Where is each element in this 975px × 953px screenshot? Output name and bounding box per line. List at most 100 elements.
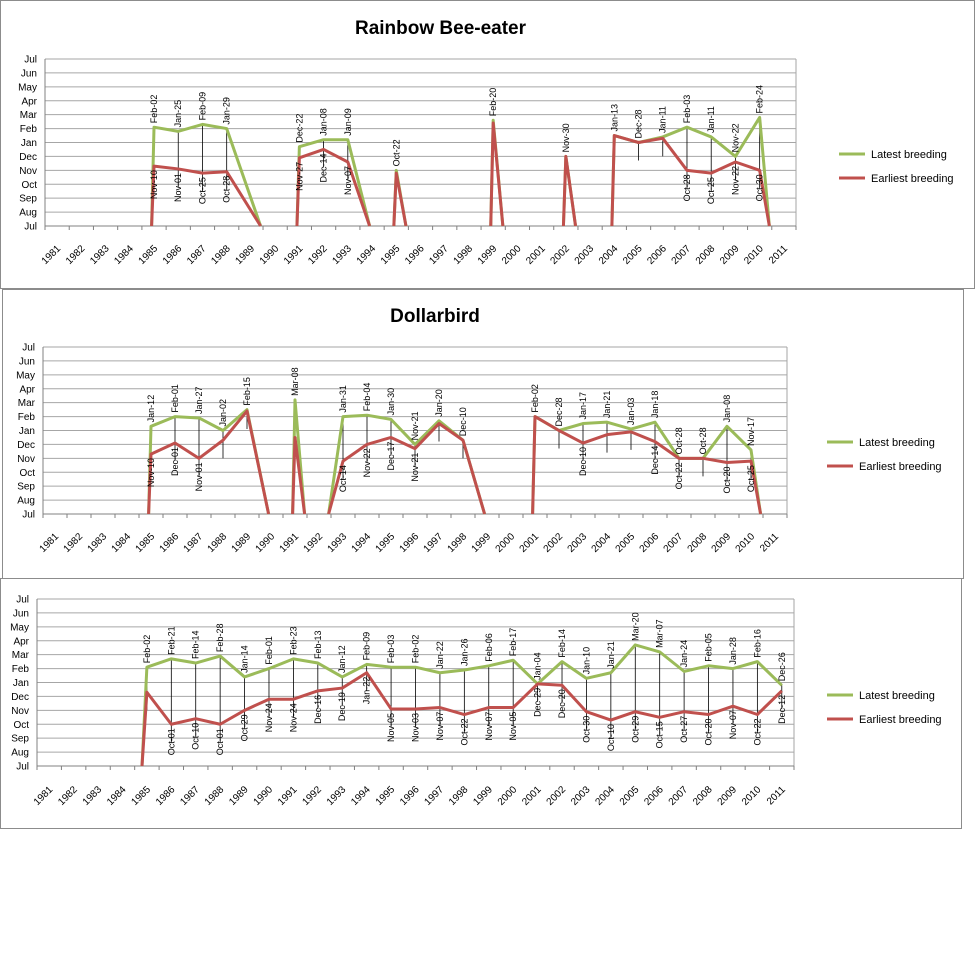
y-tick-label: Jan [21,138,37,149]
data-label-latest: Feb-05 [704,633,714,662]
data-label-earliest: Dec-01 [170,447,180,476]
x-tick-label: 1981 [38,531,62,555]
data-label-latest: Feb-01 [170,384,180,413]
data-label-earliest: Nov-01 [173,173,183,202]
x-tick-label: 2009 [710,531,734,555]
y-tick-label: Oct [19,468,35,479]
data-label-latest: Nov-17 [746,417,756,446]
x-tick-label: 1990 [258,243,282,267]
x-tick-label: 1997 [422,531,446,555]
x-tick-label: 2005 [614,531,638,555]
x-tick-label: 1990 [252,784,276,808]
x-tick-label: 2010 [740,784,764,808]
x-tick-label: 1999 [471,784,495,808]
x-tick-label: 2002 [548,243,572,267]
data-label-earliest: Oct-25 [746,465,756,492]
x-tick-label: 1989 [230,531,254,555]
data-label-latest: Nov-30 [561,123,571,152]
x-tick-label: 1998 [452,243,476,267]
x-tick-label: 1992 [302,531,326,555]
x-tick-label: 2002 [542,531,566,555]
data-label-latest: Jan-21 [606,641,616,669]
x-tick-label: 1992 [306,243,330,267]
data-label-latest: Dec-26 [777,652,787,681]
series-line-earliest-breeding [295,147,372,227]
x-tick-label: 2006 [645,243,669,267]
data-label-latest: Feb-03 [386,635,396,664]
data-label-latest: Feb-02 [142,635,152,664]
x-tick-label: 1981 [40,243,64,267]
x-tick-label: 2000 [496,784,520,808]
y-tick-label: Mar [12,650,30,661]
data-label-latest: Oct-22 [391,139,401,166]
x-tick-label: 1990 [254,531,278,555]
x-tick-label: 1999 [470,531,494,555]
x-tick-label: 2008 [691,784,715,808]
data-label-latest: Nov-21 [410,411,420,440]
data-label-latest: Feb-20 [488,88,498,117]
data-label-latest: Jan-08 [722,395,732,423]
data-label-latest: Feb-14 [557,629,567,658]
data-label-latest: Oct-28 [674,427,684,454]
data-label-latest: Jan-24 [679,640,689,668]
data-label-latest: Feb-04 [362,383,372,412]
x-tick-label: 2006 [642,784,666,808]
data-label-earliest: Dec-12 [777,695,787,724]
data-label-earliest: Oct-29 [240,714,250,741]
y-tick-label: Aug [17,496,35,507]
data-label-latest: Jan-12 [146,395,156,423]
data-label-earliest: Nov-24 [288,703,298,732]
x-tick-label: 1992 [300,784,324,808]
data-label-earliest: Nov-27 [294,162,304,191]
x-tick-label: 2009 [716,784,740,808]
data-label-earliest: Oct-30 [581,716,591,743]
y-tick-label: Nov [17,454,35,465]
data-label-earliest: Dec-29 [533,688,543,717]
data-label-earliest: Oct-30 [755,174,765,201]
x-tick-label: 1983 [81,784,105,808]
data-label-latest: Jan-11 [706,106,716,133]
data-label-earliest: Nov-21 [410,453,420,482]
x-tick-label: 2005 [621,243,645,267]
data-label-earliest: Oct-27 [679,716,689,743]
data-label-latest: Jan-09 [343,108,353,136]
x-tick-label: 1988 [209,243,233,267]
x-tick-label: 1994 [349,784,373,808]
data-label-earliest: Nov-05 [386,713,396,742]
data-label-earliest: Dec-10 [578,447,588,476]
y-tick-label: Dec [11,692,29,703]
x-tick-label: 2003 [566,531,590,555]
data-label-earliest: Nov-22 [362,448,372,477]
y-tick-label: Oct [21,180,37,191]
series-line-latest-breeding [150,122,263,227]
y-tick-label: Jan [13,678,29,689]
series-line-earliest-breeding [489,121,505,227]
data-label-latest: Jan-17 [578,392,588,420]
x-tick-label: 1991 [282,243,306,267]
data-label-earliest: Oct-22 [459,719,469,746]
data-label-earliest: Nov-05 [508,712,518,741]
y-tick-label: Sep [17,482,35,493]
data-label-earliest: Dec-14 [650,446,660,475]
data-label-latest: Feb-06 [484,633,494,662]
data-label-latest: Oct-28 [698,427,708,454]
data-label-earliest: Oct-14 [338,465,348,492]
x-tick-label: 1995 [374,531,398,555]
y-tick-label: Jul [16,595,29,606]
y-tick-label: Jul [22,510,35,521]
x-tick-label: 2001 [524,243,548,267]
data-label-latest: Feb-24 [755,85,765,114]
series-line-earliest-breeding [150,164,262,227]
data-label-earliest: Nov-24 [264,703,274,732]
series-line-earliest-breeding [291,435,307,515]
x-tick-label: 1997 [423,784,447,808]
x-tick-label: 1981 [32,784,56,808]
legend-label: Earliest breeding [871,173,954,185]
data-label-latest: Jan-28 [728,637,738,665]
data-label-latest: Mar-07 [655,619,665,648]
x-tick-label: 2000 [494,531,518,555]
chart-panel-dollarbird: Dollarbird Jul Aug Sep Oct Nov Dec Jan Feb Mar Apr… [2,289,964,579]
y-tick-label: Nov [19,166,37,177]
chart-panel-third: Jul Aug Sep Oct Nov Dec Jan Feb Mar Apr May Jun Jul 1… [0,578,962,829]
x-tick-label: 1991 [278,531,302,555]
